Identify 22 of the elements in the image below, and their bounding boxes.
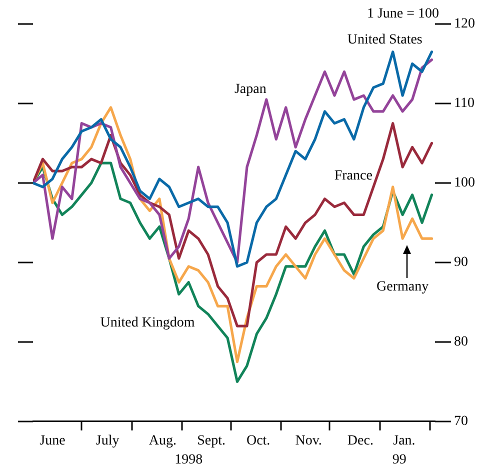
x-tick-label: Sept. xyxy=(197,433,226,448)
series-label: Germany xyxy=(376,279,429,294)
text: 1 June = 100 xyxy=(366,6,439,22)
series-label: Japan xyxy=(234,82,266,98)
series-label: United Kingdom xyxy=(100,316,195,331)
y-tick-label: 110 xyxy=(454,96,474,112)
x-tick-label: Dec. xyxy=(347,433,374,448)
x-tick-label: Nov. xyxy=(295,433,322,448)
y-tick-label: 100 xyxy=(454,176,475,191)
series-label: France xyxy=(334,168,372,184)
x-tick-label: Jan. xyxy=(393,433,416,448)
y-tick-label: 80 xyxy=(454,334,468,350)
series-label: United States xyxy=(347,32,422,48)
x-tick-label: Aug. xyxy=(148,433,176,448)
x-tick-label: July xyxy=(96,433,120,448)
y-tick-label: 90 xyxy=(454,255,468,270)
x-tick-label: Oct. xyxy=(246,433,270,448)
x-tick-label: June xyxy=(40,433,66,448)
y-tick-label: 70 xyxy=(454,414,468,430)
x2-tick-label: 99 xyxy=(392,452,406,468)
y-tick-label: 120 xyxy=(454,16,475,32)
x2-tick-label: 1998 xyxy=(174,452,203,468)
